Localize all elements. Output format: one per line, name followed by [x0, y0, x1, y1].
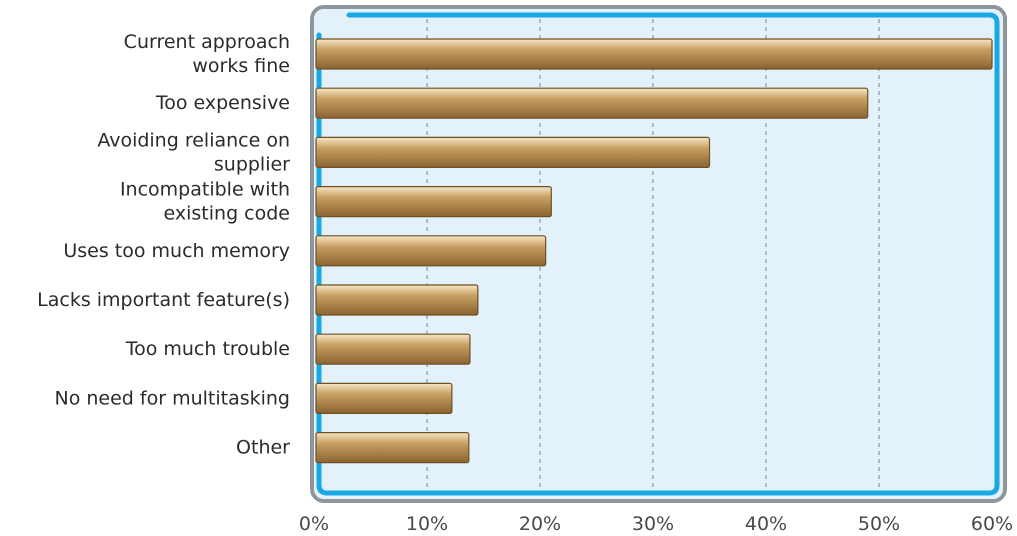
bar	[315, 186, 552, 218]
category-label: No need for multitasking	[55, 387, 291, 409]
category-label: Uses too much memory	[63, 240, 290, 262]
bar	[315, 382, 453, 414]
x-tick-label: 20%	[519, 513, 561, 535]
bars	[315, 38, 993, 464]
x-tick-label: 10%	[406, 513, 448, 535]
category-label: Current approach works fine	[124, 31, 290, 77]
x-axis-tick-labels: 0% 10% 20% 30% 40% 50% 60%	[299, 513, 1013, 535]
bar	[315, 284, 479, 316]
category-label: Avoiding reliance on supplier	[97, 129, 290, 175]
x-tick-label: 30%	[632, 513, 674, 535]
bar	[315, 432, 470, 464]
category-labels: Current approach works fine Too expensive A…	[37, 31, 290, 459]
x-tick-label: 0%	[299, 513, 329, 535]
category-label: Other	[236, 437, 290, 459]
category-label: Incompatible with existing code	[120, 179, 290, 225]
bar	[315, 87, 869, 119]
category-label: Too expensive	[155, 92, 290, 114]
x-tick-label: 40%	[745, 513, 787, 535]
bar	[315, 235, 547, 267]
category-label: Too much trouble	[125, 338, 290, 360]
plot-area	[314, 9, 1003, 499]
x-tick-label: 60%	[971, 513, 1013, 535]
bar	[315, 38, 993, 70]
plot-inner-border	[316, 12, 1000, 496]
x-tick-label: 50%	[858, 513, 900, 535]
chart-frame	[310, 5, 1007, 503]
category-label: Lacks important feature(s)	[37, 289, 290, 311]
bar	[315, 333, 471, 365]
bar	[315, 136, 711, 168]
